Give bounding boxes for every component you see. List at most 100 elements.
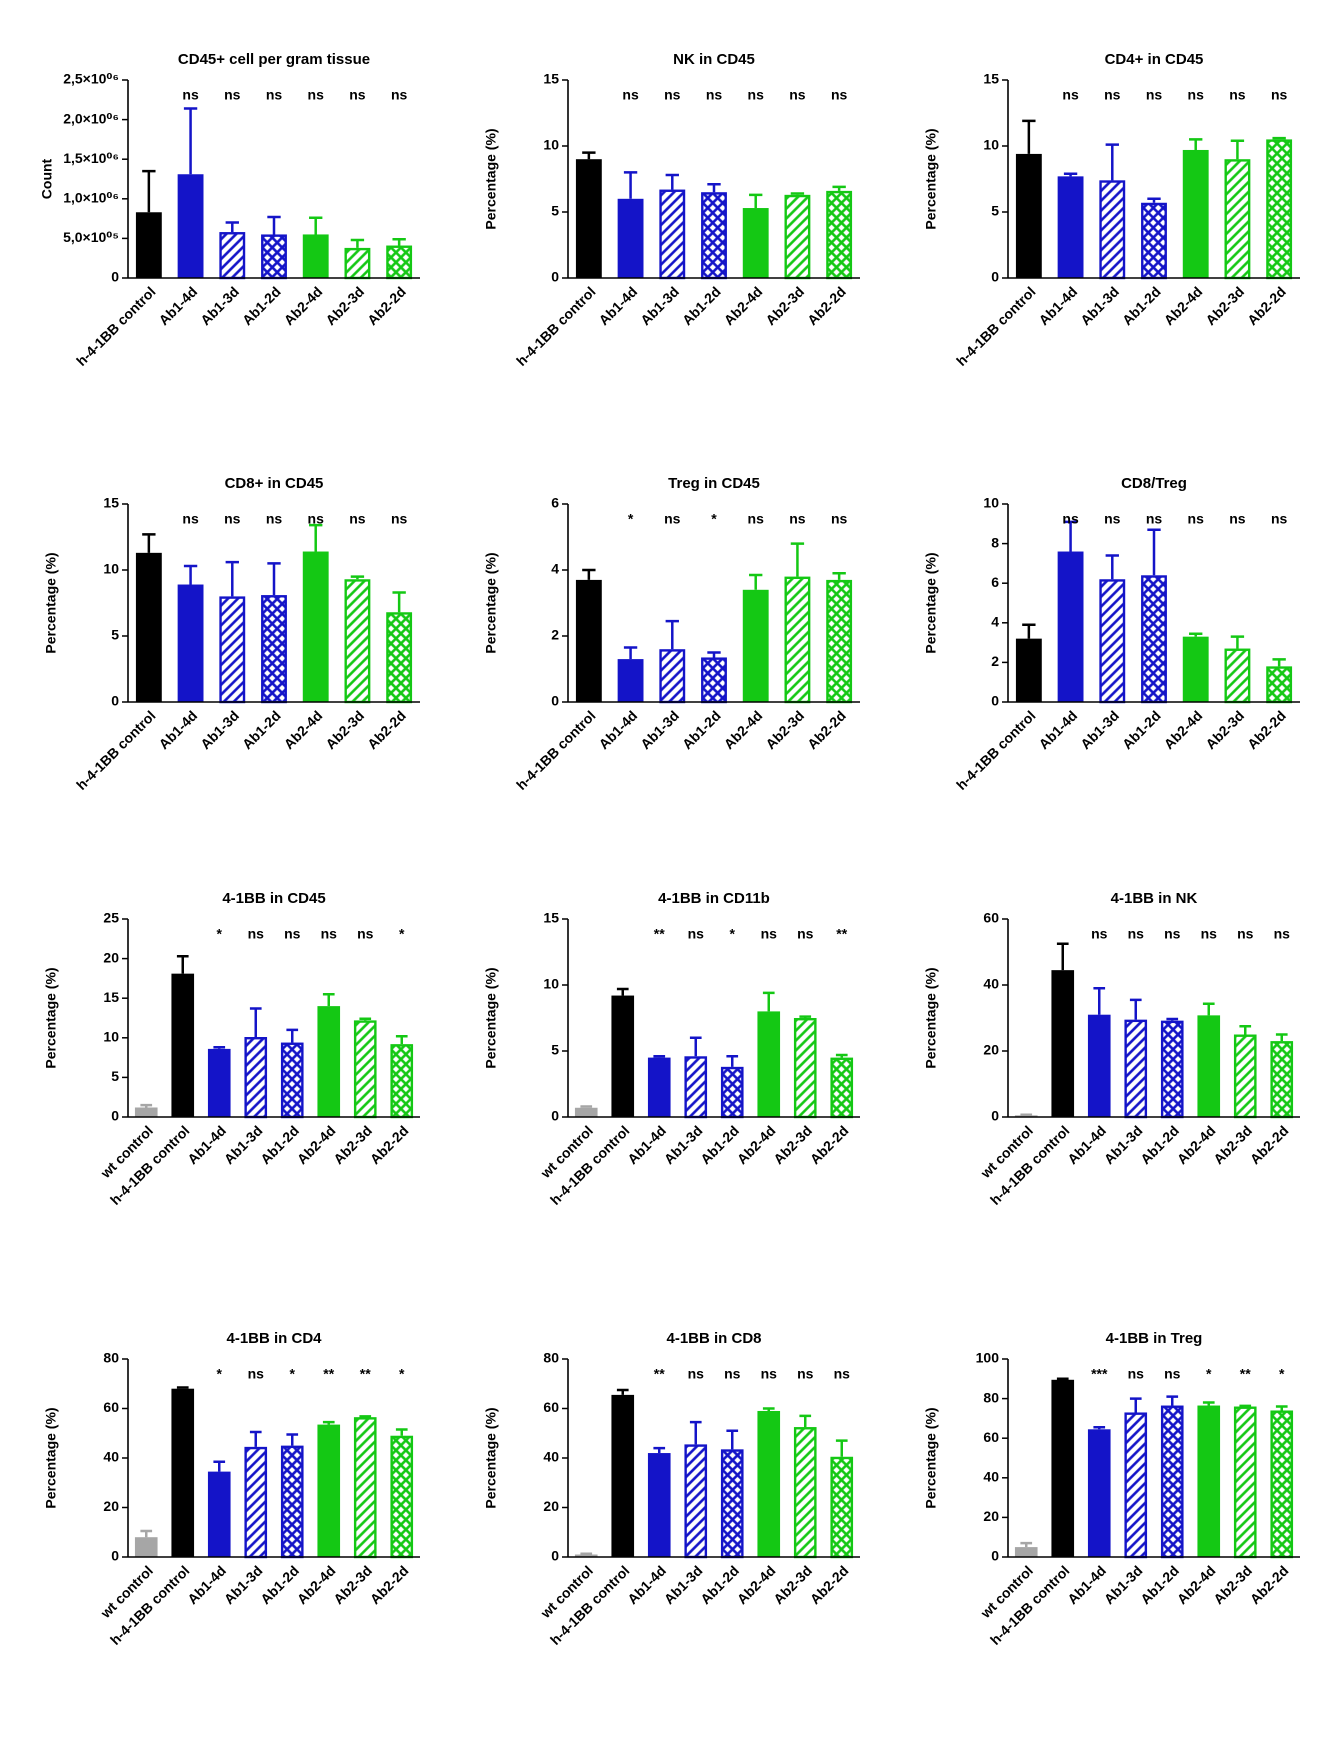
x-tick-label: Ab2-4d (721, 707, 766, 752)
x-tick-label: Ab1-4d (155, 707, 200, 752)
y-tick-label: 20 (103, 1498, 119, 1514)
bar (219, 232, 246, 280)
bar (171, 973, 195, 1117)
bar (390, 1435, 414, 1559)
x-tick-label: Ab1-3d (221, 1562, 266, 1607)
x-tick-label: h-4-1BB control (953, 283, 1039, 369)
bar (317, 1424, 341, 1557)
bar (1160, 1020, 1184, 1119)
x-tick-label: Ab2-3d (1210, 1562, 1255, 1607)
significance-label: ns (1164, 926, 1181, 942)
significance-label: * (399, 1366, 405, 1382)
x-tick-label: Ab1-4d (595, 283, 640, 328)
error-bar (580, 1105, 593, 1108)
significance-label: * (730, 926, 736, 942)
significance-label: ns (248, 1366, 265, 1382)
x-tick-label: Ab1-4d (1064, 1562, 1109, 1607)
y-tick-label: 5 (111, 1068, 119, 1084)
significance-label: ns (1229, 511, 1246, 527)
bar (302, 551, 329, 702)
significance-label: * (1206, 1366, 1212, 1382)
x-tick-label: Ab2-4d (734, 1562, 779, 1607)
y-axis-label: Percentage (%) (483, 128, 499, 229)
bar (1051, 970, 1075, 1117)
y-tick-label: 0 (551, 693, 559, 709)
error-bar (1202, 1002, 1215, 1016)
x-tick-label: h-4-1BB control (73, 283, 159, 369)
error-bar (1166, 1017, 1179, 1021)
error-bar (799, 1414, 812, 1428)
chart-title: CD45+ cell per gram tissue (178, 51, 370, 68)
bar (757, 1011, 781, 1117)
x-tick-label: Ab2-2d (807, 1562, 852, 1607)
significance-label: ns (1091, 926, 1108, 942)
significance-label: ns (1188, 511, 1205, 527)
bar (659, 649, 686, 704)
y-axis-label: Percentage (%) (43, 1407, 59, 1508)
error-bar (1275, 1033, 1288, 1042)
x-tick-label: Ab2-3d (322, 707, 367, 752)
bar (1141, 202, 1167, 280)
significance-label: ns (1062, 511, 1079, 527)
error-bar (653, 1446, 666, 1454)
error-bar (1202, 1401, 1215, 1406)
error-bar (1230, 635, 1245, 649)
error-bar (1129, 1397, 1142, 1413)
significance-label: ns (789, 511, 806, 527)
significance-label: ** (654, 1366, 665, 1382)
bar (207, 1471, 231, 1557)
bar (1141, 575, 1167, 704)
y-tick-label: 10 (983, 137, 999, 153)
significance-label: ns (266, 511, 283, 527)
x-tick-label: Ab2-3d (330, 1562, 375, 1607)
error-bar (582, 568, 596, 580)
x-tick-label: Ab1-2d (239, 707, 284, 752)
error-bar (1147, 528, 1161, 576)
bar (1099, 180, 1126, 280)
significance-label: ns (1146, 511, 1163, 527)
significance-label: ns (724, 1366, 741, 1382)
error-bar (176, 1386, 189, 1389)
y-tick-label: 60 (543, 1399, 559, 1415)
bar (344, 579, 371, 704)
error-bar (183, 564, 198, 585)
y-tick-label: 15 (103, 989, 119, 1005)
bar (684, 1056, 708, 1119)
significance-label: * (628, 511, 634, 527)
x-tick-label: Ab2-4d (281, 283, 326, 328)
significance-label: ns (349, 511, 366, 527)
significance-label: * (711, 511, 717, 527)
y-tick-label: 0 (551, 1548, 559, 1564)
error-bar (267, 562, 281, 596)
error-bar (1166, 1395, 1179, 1406)
error-bar (1056, 942, 1069, 971)
significance-label: ns (761, 1366, 778, 1382)
bar (207, 1048, 231, 1117)
bar (302, 234, 329, 278)
bar (1124, 1019, 1148, 1119)
error-bar (1022, 119, 1036, 154)
y-tick-label: 10 (103, 561, 119, 577)
x-tick-label: Ab2-4d (1161, 283, 1206, 328)
y-axis-label: Percentage (%) (923, 1407, 939, 1508)
significance-label: ns (688, 1366, 705, 1382)
error-bar (835, 1053, 848, 1058)
bar (701, 192, 727, 280)
significance-label: ns (391, 87, 408, 103)
significance-label: ns (1104, 87, 1121, 103)
error-bar (707, 183, 721, 193)
significance-label: ** (323, 1366, 334, 1382)
x-tick-label: Ab1-2d (697, 1562, 742, 1607)
y-tick-label: 10 (983, 495, 999, 511)
x-tick-label: Ab2-4d (721, 283, 766, 328)
bar (134, 1537, 158, 1557)
significance-label: ns (1229, 87, 1246, 103)
bar (793, 1018, 817, 1119)
bar (1087, 1014, 1111, 1117)
bar (784, 576, 811, 704)
x-tick-label: Ab2-4d (734, 1122, 779, 1167)
bar (611, 995, 635, 1117)
y-tick-label: 20 (983, 1042, 999, 1058)
error-bar (286, 1433, 299, 1446)
error-bar (392, 237, 406, 246)
